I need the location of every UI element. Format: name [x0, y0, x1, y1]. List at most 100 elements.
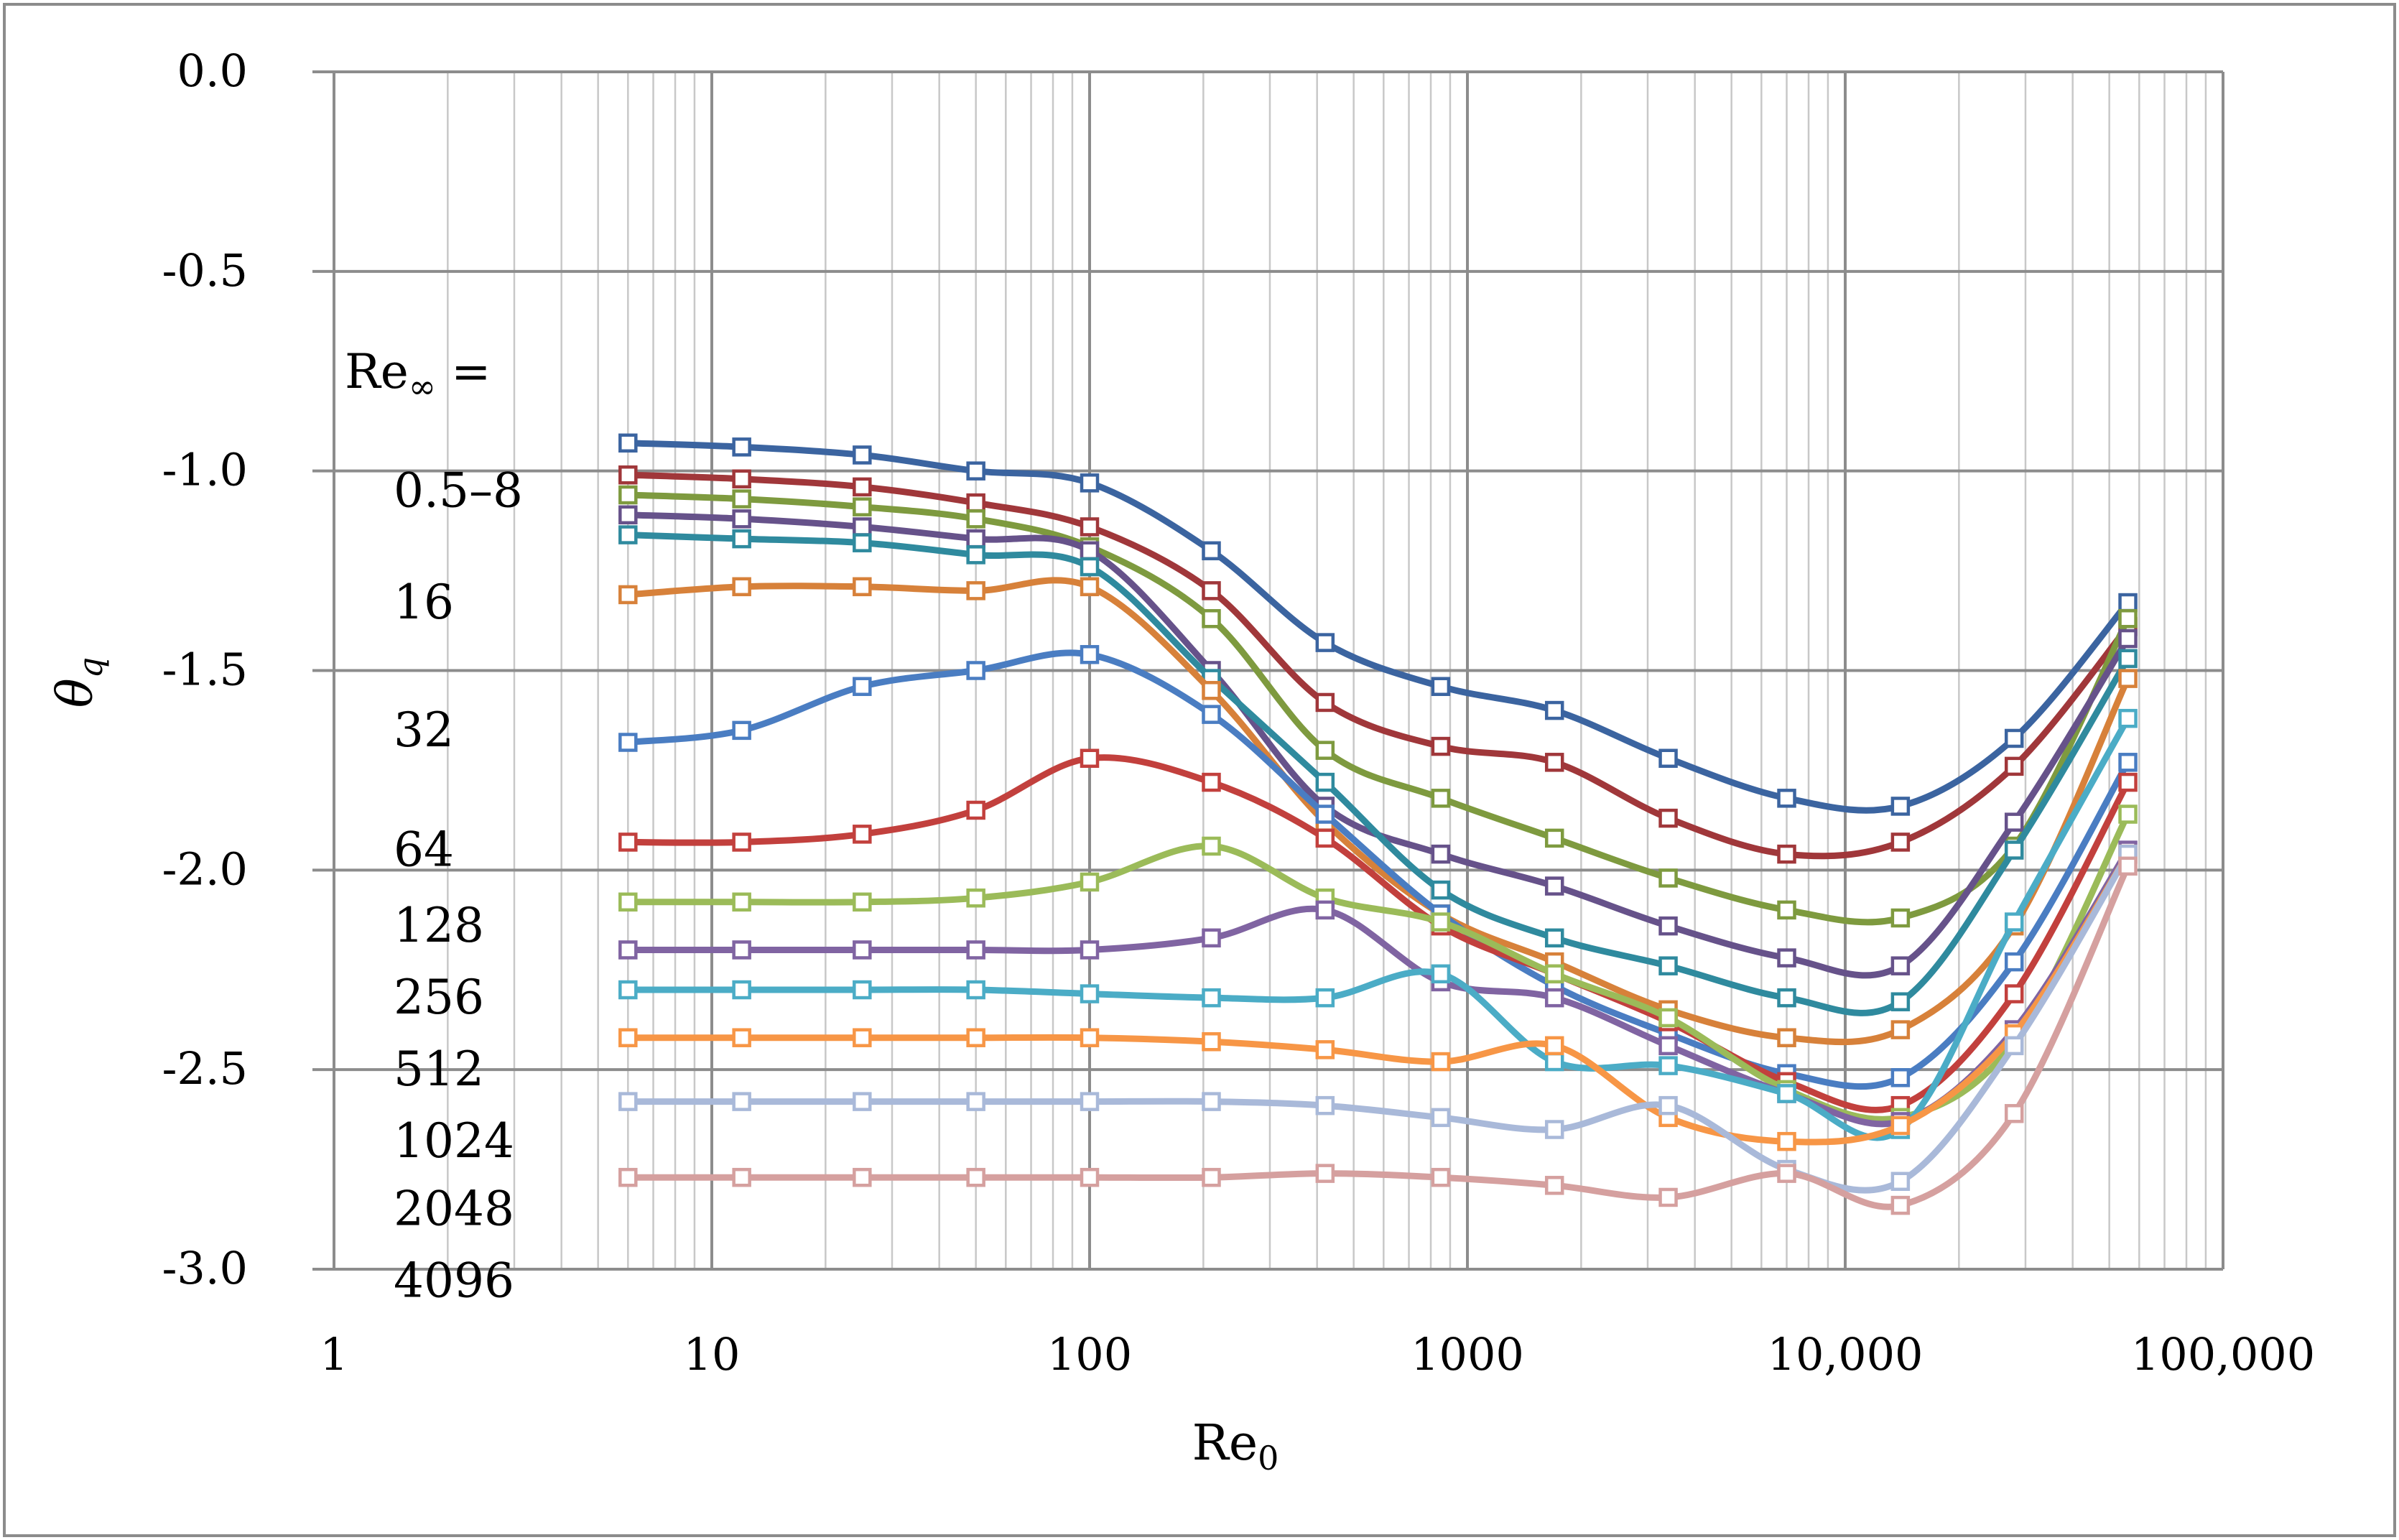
- data-point-marker: [732, 892, 751, 912]
- data-point-marker: [1544, 876, 1564, 896]
- data-point-marker: [732, 1092, 751, 1111]
- data-point-marker: [2004, 1036, 2024, 1056]
- data-point-marker: [1431, 912, 1451, 932]
- data-point-marker: [1080, 541, 1100, 561]
- data-point-marker: [1890, 1068, 1911, 1087]
- data-point-marker: [1080, 557, 1100, 577]
- y-tick-labels: 0.0 -0.5 -1.0 -1.5 -2.0 -2.5 -3.0: [162, 45, 248, 1294]
- data-point-marker: [1658, 868, 1678, 888]
- data-point-marker: [618, 433, 638, 453]
- chart-border: [3, 3, 2396, 1537]
- data-point-marker: [1890, 1172, 1911, 1192]
- data-point-marker: [1777, 1084, 1796, 1103]
- data-point-marker: [1777, 1131, 1796, 1151]
- data-point-marker: [618, 1092, 638, 1111]
- data-point-marker: [618, 505, 638, 525]
- data-point-marker: [1431, 880, 1451, 900]
- data-point-marker: [618, 733, 638, 752]
- data-point-marker: [1080, 577, 1100, 597]
- data-point-marker: [1777, 988, 1796, 1008]
- legend-label: 1024: [394, 1113, 514, 1169]
- data-point-marker: [1202, 705, 1221, 724]
- y-tick-label: -3.0: [162, 1242, 248, 1294]
- data-point-marker: [732, 1167, 751, 1187]
- data-point-marker: [1658, 808, 1678, 828]
- series-12: [618, 844, 2138, 1151]
- data-point-marker: [1080, 1092, 1100, 1111]
- series-line: [624, 754, 2131, 1113]
- data-point-marker: [853, 1167, 872, 1187]
- data-point-marker: [1777, 1028, 1796, 1047]
- series-11: [618, 708, 2138, 1141]
- series-line: [624, 511, 2131, 979]
- data-point-marker: [1202, 1092, 1221, 1111]
- data-point-marker: [1658, 956, 1678, 975]
- data-point-marker: [618, 940, 638, 960]
- data-point-marker: [2004, 756, 2024, 776]
- legend-label: 128: [394, 898, 484, 953]
- data-point-marker: [2004, 984, 2024, 1003]
- data-point-marker: [1658, 1056, 1678, 1075]
- data-point-marker: [1431, 677, 1451, 696]
- data-point-marker: [1890, 908, 1911, 928]
- data-point-marker: [853, 445, 872, 465]
- data-point-marker: [1202, 681, 1221, 700]
- y-tick-label: -1.5: [162, 644, 248, 696]
- data-point-marker: [1544, 988, 1564, 1008]
- series-line: [624, 863, 2131, 1210]
- data-point-marker: [1431, 964, 1451, 984]
- data-point-marker: [1202, 988, 1221, 1008]
- data-point-marker: [732, 437, 751, 457]
- x-tick-label: 10: [684, 1328, 741, 1381]
- data-point-marker: [1080, 872, 1100, 892]
- data-point-marker: [732, 529, 751, 549]
- data-point-marker: [1890, 1020, 1911, 1039]
- series-layer: [618, 433, 2138, 1215]
- data-point-marker: [2004, 840, 2024, 860]
- data-point-marker: [1431, 844, 1451, 864]
- data-point-marker: [966, 493, 985, 513]
- x-tick-label: 100: [1047, 1328, 1132, 1381]
- data-point-marker: [966, 1028, 985, 1047]
- x-tick-label: 1: [320, 1328, 348, 1381]
- data-point-marker: [1202, 609, 1221, 628]
- data-point-marker: [2118, 593, 2138, 613]
- data-point-marker: [1544, 828, 1564, 848]
- data-point-marker: [618, 980, 638, 1000]
- data-point-marker: [1431, 1108, 1451, 1128]
- data-point-marker: [1315, 828, 1335, 848]
- data-point-marker: [966, 461, 985, 481]
- data-point-marker: [966, 529, 985, 549]
- data-point-marker: [1890, 992, 1911, 1011]
- data-point-marker: [966, 1167, 985, 1187]
- data-point-marker: [853, 677, 872, 696]
- data-point-marker: [732, 469, 751, 489]
- y-tick-label: -0.5: [162, 244, 248, 297]
- data-point-marker: [853, 892, 872, 912]
- data-point-marker: [1777, 948, 1796, 968]
- x-tick-labels: 1 10 100 1000 10,000 100,000: [320, 1328, 2315, 1381]
- data-point-marker: [2118, 649, 2138, 669]
- data-point-marker: [966, 980, 985, 1000]
- data-point-marker: [1544, 1120, 1564, 1139]
- data-point-marker: [966, 888, 985, 908]
- data-point-marker: [853, 1028, 872, 1047]
- data-point-marker: [1431, 1167, 1451, 1187]
- legend-labels: 0.5–8 16 32 64 128 256 512 1024 2048 4096: [394, 463, 523, 1308]
- data-point-marker: [1890, 797, 1911, 816]
- series-line: [624, 577, 2131, 1046]
- data-point-marker: [1544, 1036, 1564, 1056]
- data-point-marker: [853, 980, 872, 1000]
- y-tick-label: -1.0: [162, 444, 248, 496]
- data-point-marker: [1890, 1115, 1911, 1136]
- legend-label: 64: [394, 822, 454, 878]
- data-point-marker: [2004, 952, 2024, 972]
- data-point-marker: [732, 509, 751, 529]
- data-point-marker: [2004, 728, 2024, 748]
- data-point-marker: [1544, 1052, 1564, 1072]
- data-point-marker: [618, 485, 638, 505]
- data-point-marker: [966, 581, 985, 600]
- data-point-marker: [1315, 1095, 1335, 1115]
- data-point-marker: [2118, 669, 2138, 688]
- data-point-marker: [1080, 645, 1100, 664]
